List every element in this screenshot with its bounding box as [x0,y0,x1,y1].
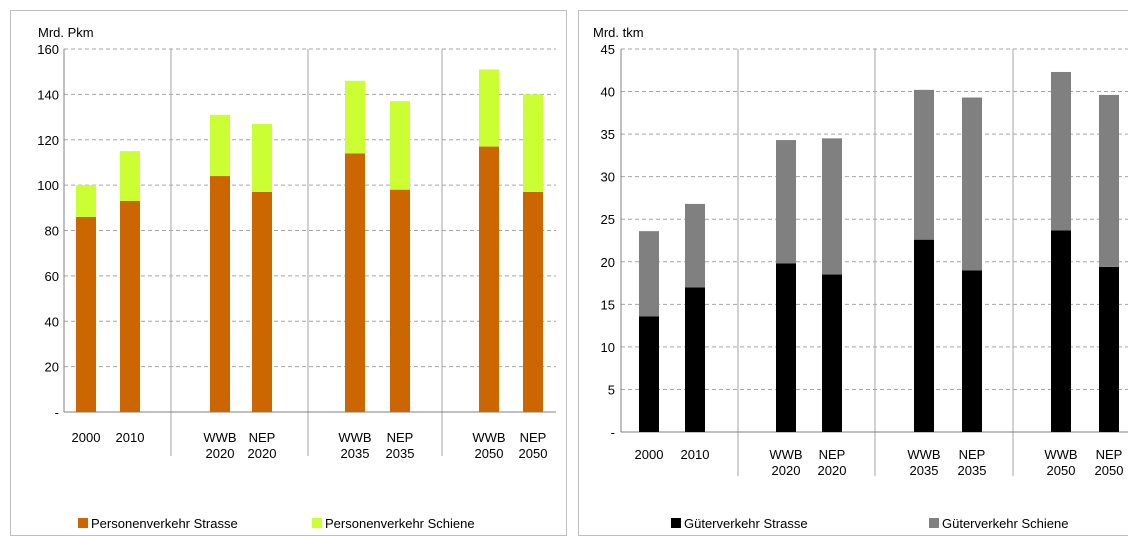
y-tick-label: 15 [601,297,615,312]
y-tick-label: 10 [601,340,615,355]
bar-segment [479,69,499,147]
y-axis-unit-label: Mrd. Pkm [38,25,94,40]
bar-segment [822,274,842,432]
y-tick-label: 100 [37,178,59,193]
bar-segment [1099,94,1119,267]
y-tick-label: 140 [37,87,59,102]
legend-swatch [671,518,681,528]
x-category-label: NEP [249,430,276,445]
bar-segment [210,114,230,177]
bar-segment [914,239,934,432]
y-tick-label: 160 [37,42,59,57]
chart-gueterverkehr: -5 10 15 20 25 30 35 40 45 Mrd. tkm 2000 2010 WWB 202… [578,10,1128,536]
x-category-label: 2050 [1047,463,1076,478]
y-tick-label: 5 [608,382,615,397]
x-category-label: 2020 [818,463,847,478]
bar-segment [962,270,982,432]
bar-segment [252,123,272,192]
legend-label: Güterverkehr Schiene [942,516,1068,531]
legend-label: Güterverkehr Strasse [684,516,808,531]
x-category-label: NEP [819,447,846,462]
bar-segment [479,146,499,412]
y-tick-label: 60 [45,269,59,284]
x-category-label: WWB [769,447,802,462]
x-category-label: 2050 [519,446,548,461]
y-tick-label: 120 [37,133,59,148]
bar-segment [76,216,96,412]
bar-segment [1051,71,1071,231]
x-category-label: 2020 [206,446,235,461]
x-category-label: WWB [472,430,505,445]
bar-segment [120,151,140,202]
y-tick-label: 40 [601,85,615,100]
x-category-label: 2020 [248,446,277,461]
bar-segment [390,189,410,412]
x-category-label: NEP [959,447,986,462]
chart-personenverkehr-svg: - 20 40 60 80 100 120 140 160 Mrd. Pkm 2000 2010 WWB… [37,25,556,531]
x-category-label: 2000 [635,447,664,462]
y-axis-unit-label: Mrd. tkm [593,25,644,40]
bar-segment [639,231,659,317]
y-tick-label: 20 [601,255,615,270]
bar-segment [390,101,410,190]
bar-segment [76,185,96,217]
x-category-label: 2035 [910,463,939,478]
y-tick-label: 80 [45,224,59,239]
bar-segment [962,97,982,271]
bar-segment [685,203,705,288]
chart-personenverkehr: - 20 40 60 80 100 120 140 160 Mrd. Pkm 2000 2010 WWB… [10,10,567,536]
y-tick-label: 35 [601,127,615,142]
bar-segment [345,80,365,154]
y-tick-label: 20 [45,360,59,375]
y-tick-label: 25 [601,212,615,227]
bar-segment [345,153,365,413]
x-category-label: 2000 [72,430,101,445]
x-category-label: 2050 [1095,463,1124,478]
bar-segment [523,94,543,192]
y-tick-label: 45 [601,42,615,57]
bar-segment [1099,266,1119,432]
x-category-label: 2010 [116,430,145,445]
x-category-label: NEP [387,430,414,445]
bar-segment [776,140,796,264]
x-category-label: WWB [1044,447,1077,462]
y-tick-label: 30 [601,170,615,185]
x-category-label: NEP [520,430,547,445]
legend-swatch [929,518,939,528]
bar-segment [523,191,543,412]
x-category-label: NEP [1096,447,1123,462]
bar-segment [776,263,796,432]
x-category-label: 2050 [475,446,504,461]
legend-label: Personenverkehr Strasse [91,516,238,531]
bar-segment [914,89,934,240]
bar-segment [822,138,842,275]
bar-segment [1051,230,1071,432]
x-category-label: WWB [203,430,236,445]
bar-segment [120,201,140,412]
x-category-label: 2035 [386,446,415,461]
bar-segment [639,316,659,432]
y-tick-label: - [611,425,615,440]
x-category-label: 2020 [772,463,801,478]
legend-swatch [78,518,88,528]
bar-segment [252,191,272,412]
x-category-label: WWB [338,430,371,445]
bar-segment [210,176,230,412]
x-category-label: 2035 [958,463,987,478]
legend-swatch [312,518,322,528]
y-tick-label: - [55,405,59,420]
x-category-label: 2035 [341,446,370,461]
y-tick-label: 40 [45,314,59,329]
bar-segment [685,287,705,432]
x-category-label: 2010 [681,447,710,462]
x-category-label: WWB [907,447,940,462]
legend-label: Personenverkehr Schiene [325,516,475,531]
